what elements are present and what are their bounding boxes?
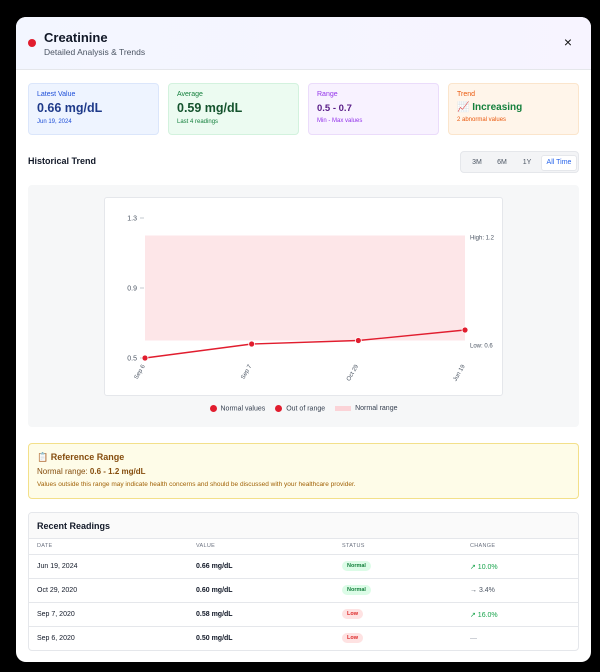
legend-out-of-range: Out of range [275,405,325,412]
row-date: Jun 19, 2024 [37,563,78,570]
chart-container: High: 1.2 Low: 0.6 1.3 0.9 0.5 Sep 6 Sep 7 Oct … [104,197,503,396]
legend-label: Normal values [220,405,266,413]
data-point [461,326,469,334]
table-row: Oct 29, 2020 0.60 mg/dL Normal → 3.4% [29,579,578,603]
card-value: 0.5 - 0.7 [317,103,352,114]
table-header: DATE VALUE STATUS CHANGE [29,539,578,555]
chart-legend: Normal values Out of range Normal range [28,405,579,417]
table-title: Recent Readings [29,513,578,539]
modal-header: Creatinine Detailed Analysis & Trends × [16,17,591,70]
status-badge: Normal [342,585,371,595]
y-tick-label: 1.3 [127,216,137,223]
legend-normal-range: Normal range [335,405,398,413]
data-point [248,340,256,348]
tab-3m[interactable]: 3M [472,159,482,166]
x-tick-label: Sep 7 [240,363,253,380]
band-high-label: High: 1.2 [470,236,495,242]
legend-band-icon [335,405,352,411]
time-range-tabs: 3M 6M 1Y All Time [460,151,579,173]
row-value: 0.66 mg/dL [196,563,233,570]
header-date: DATE [37,543,53,549]
row-value: 0.58 mg/dL [196,611,233,618]
card-sub: Min - Max values [317,118,363,124]
recent-readings-table: Recent Readings DATE VALUE STATUS CHANGE… [28,512,579,651]
legend-label: Normal range [355,405,398,413]
modal-subtitle: Detailed Analysis & Trends [44,47,146,57]
card-sub: 2 abnormal values [457,117,507,123]
x-tick-label: Jun 19 [453,363,468,382]
status-badge: Low [342,609,363,619]
card-sub: Jun 19, 2024 [37,119,72,125]
card-label: Latest Value [37,91,76,98]
trend-card: Trend 📈 Increasing 2 abnormal values [448,83,579,135]
card-value: 0.66 mg/dL [37,101,103,115]
chart-panel: High: 1.2 Low: 0.6 1.3 0.9 0.5 Sep 6 Sep 7 Oct … [28,185,579,427]
status-dot-icon [28,39,36,47]
data-point [354,337,362,344]
row-date: Sep 6, 2020 [37,635,75,642]
close-icon[interactable]: × [563,34,573,50]
series-line [144,329,466,359]
card-label: Trend [457,91,476,98]
reference-value: 0.6 - 1.2 mg/dL [89,467,146,476]
card-sub: Last 4 readings [177,119,219,125]
x-tick-label: Sep 6 [134,363,147,380]
range-card: Range 0.5 - 0.7 Min - Max values [308,83,439,135]
status-badge: Low [342,633,363,643]
trend-value: Increasing [472,102,523,113]
reference-range-box: 📋 Reference Range Normal range: 0.6 - 1.… [28,443,579,499]
y-tick-label: 0.5 [127,356,137,363]
legend-dot-icon [209,405,217,412]
row-change: ↗ 16.0% [470,612,498,619]
header-value: VALUE [196,543,216,549]
reference-title: 📋 Reference Range [37,452,570,463]
row-value: 0.50 mg/dL [196,635,233,642]
average-card: Average 0.59 mg/dL Last 4 readings [168,83,299,135]
legend-normal-values: Normal values [209,405,266,413]
summary-cards: Latest Value 0.66 mg/dL Jun 19, 2024 Ave… [28,83,579,135]
row-change: ↗ 10.0% [470,564,498,571]
card-value: 📈 Increasing [457,102,570,113]
reference-title-text: Reference Range [50,452,125,462]
table-row: Jun 19, 2024 0.66 mg/dL Normal ↗ 10.0% [29,555,578,579]
row-date: Sep 7, 2020 [37,611,75,618]
card-label: Average [177,91,203,98]
chart-trend-icon: 📈 [457,102,470,113]
table-row: Sep 6, 2020 0.50 mg/dL Low — [29,627,578,650]
row-change: — [470,635,477,642]
reference-label: Normal range: [37,467,88,476]
row-date: Oct 29, 2020 [37,587,78,594]
legend-dot-icon [275,405,283,412]
normal-range-band [145,235,465,341]
x-tick-label: Oct 29 [346,363,360,382]
reference-note: Values outside this range may indicate h… [37,481,356,488]
tab-all-time[interactable]: All Time [541,155,577,171]
card-label: Range [317,91,338,98]
creatinine-modal: Creatinine Detailed Analysis & Trends × … [16,17,591,662]
reference-line: Normal range: 0.6 - 1.2 mg/dL [37,467,570,476]
y-tick-label: 0.9 [127,286,137,293]
modal-title: Creatinine [44,30,108,45]
header-status: STATUS [342,543,365,549]
card-value: 0.59 mg/dL [177,101,243,115]
clipboard-icon: 📋 [37,452,49,462]
table-row: Sep 7, 2020 0.58 mg/dL Low ↗ 16.0% [29,603,578,627]
row-change: → 3.4% [470,587,495,594]
row-value: 0.60 mg/dL [196,587,233,594]
status-badge: Normal [342,561,371,571]
tab-1y[interactable]: 1Y [522,159,532,166]
data-point [141,354,149,362]
historical-trend-title: Historical Trend [28,156,97,166]
legend-label: Out of range [286,405,326,413]
tab-6m[interactable]: 6M [497,159,507,166]
header-change: CHANGE [470,543,496,549]
band-low-label: Low: 0.6 [470,344,493,350]
latest-value-card: Latest Value 0.66 mg/dL Jun 19, 2024 [28,83,159,135]
